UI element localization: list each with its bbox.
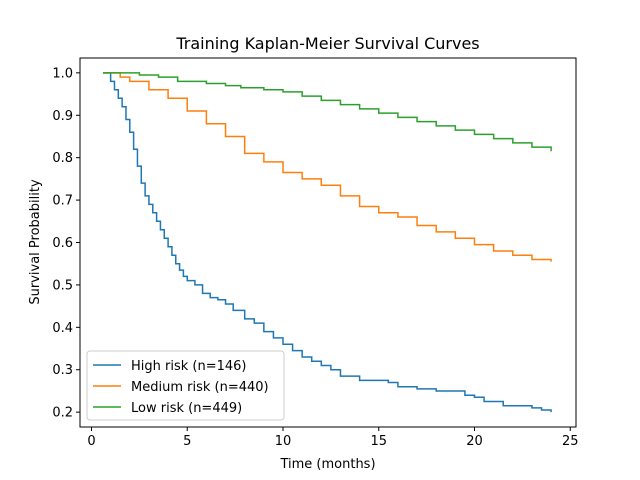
y-tick-label: 0.4: [52, 321, 73, 336]
y-tick-label: 0.2: [52, 406, 73, 421]
y-tick-label: 0.8: [52, 151, 73, 166]
legend: High risk (n=146) Medium risk (n=440) Low …: [86, 350, 285, 421]
x-tick-label: 20: [466, 434, 483, 449]
y-tick-label: 0.7: [52, 194, 73, 209]
series-layer: [102, 72, 552, 413]
x-tick-label: 5: [183, 434, 191, 449]
x-axis-label: Time (months): [279, 457, 375, 472]
legend-label: Medium risk (n=440): [131, 380, 269, 395]
y-axis-label: Survival Probability: [28, 179, 43, 305]
series-line-0: [102, 72, 552, 413]
y-tick-label: 0.5: [52, 278, 73, 293]
x-tick-label: 0: [87, 434, 95, 449]
y-tick-label: 0.9: [52, 109, 73, 124]
y-tick-label: 1.0: [52, 66, 73, 81]
y-tick-label: 0.6: [52, 236, 73, 251]
series-line-2: [102, 72, 552, 152]
x-tick-label: 25: [562, 434, 579, 449]
legend-label: Low risk (n=449): [131, 401, 242, 416]
x-axis: 0 5 10 15 20 25: [87, 427, 579, 449]
y-tick-label: 0.3: [52, 363, 73, 378]
y-axis: 0.2 0.3 0.4 0.5 0.6 0.7 0.8 0.9 1.0: [52, 66, 80, 421]
series-line-1: [102, 72, 552, 262]
legend-label: High risk (n=146): [131, 359, 247, 374]
chart-title: Training Kaplan-Meier Survival Curves: [175, 34, 479, 53]
legend-box: [86, 350, 285, 421]
x-tick-label: 15: [370, 434, 387, 449]
x-tick-label: 10: [275, 434, 292, 449]
